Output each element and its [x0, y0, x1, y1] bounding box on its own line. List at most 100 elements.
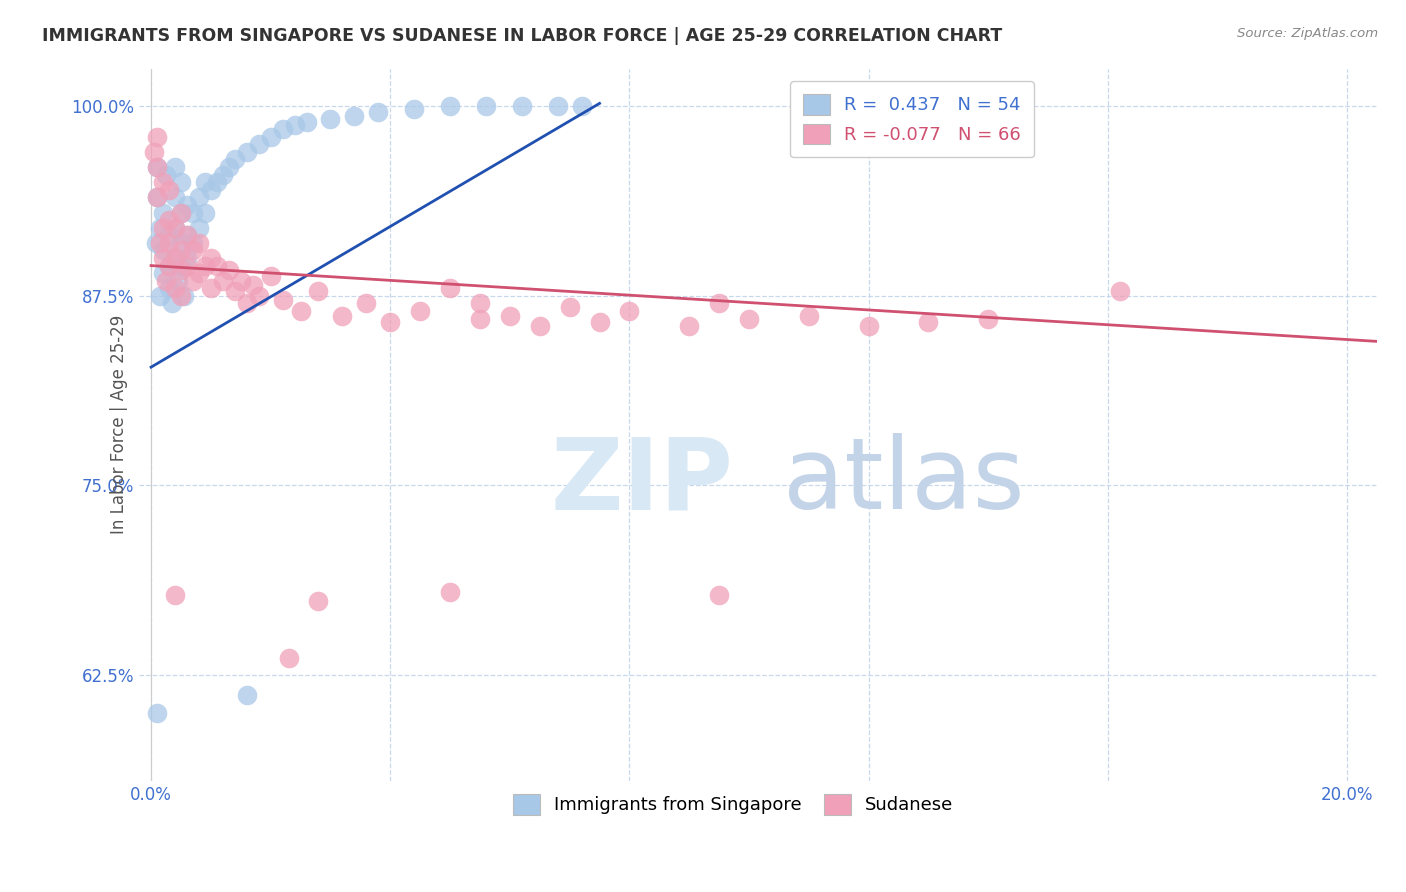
Point — [152, 251, 174, 265]
Point — [380, 315, 402, 329]
Point — [146, 190, 169, 204]
Point — [571, 99, 593, 113]
Point — [678, 319, 700, 334]
Text: atlas: atlas — [783, 434, 1025, 530]
Point — [170, 289, 193, 303]
Point — [170, 263, 193, 277]
Point — [163, 251, 186, 265]
Point — [284, 118, 307, 132]
Point — [176, 198, 198, 212]
Point — [194, 175, 217, 189]
Point — [181, 205, 204, 219]
Point — [707, 296, 730, 310]
Point — [170, 235, 193, 250]
Point — [475, 99, 498, 113]
Point — [152, 244, 174, 258]
Point — [163, 588, 186, 602]
Point — [439, 99, 461, 113]
Point — [738, 311, 761, 326]
Point — [160, 296, 183, 310]
Point — [155, 168, 177, 182]
Point — [218, 263, 240, 277]
Point — [271, 293, 294, 308]
Point — [157, 183, 180, 197]
Point — [224, 153, 246, 167]
Point — [187, 266, 209, 280]
Point — [271, 122, 294, 136]
Point — [247, 137, 270, 152]
Point — [146, 190, 169, 204]
Point — [290, 304, 312, 318]
Point — [308, 593, 330, 607]
Point — [409, 304, 432, 318]
Point — [170, 244, 193, 258]
Point — [235, 688, 257, 702]
Point — [146, 160, 169, 174]
Point — [439, 281, 461, 295]
Point — [152, 220, 174, 235]
Point — [211, 168, 233, 182]
Point — [167, 274, 190, 288]
Point — [163, 251, 186, 265]
Point — [977, 311, 1000, 326]
Point — [468, 296, 491, 310]
Point — [858, 319, 880, 334]
Point — [235, 145, 257, 159]
Point — [797, 309, 820, 323]
Point — [547, 99, 569, 113]
Point — [173, 289, 195, 303]
Point — [152, 205, 174, 219]
Point — [181, 244, 204, 258]
Point — [149, 235, 172, 250]
Point — [499, 309, 522, 323]
Point — [146, 129, 169, 144]
Point — [200, 183, 222, 197]
Point — [218, 160, 240, 174]
Point — [163, 281, 186, 295]
Point — [170, 205, 193, 219]
Point — [157, 228, 180, 243]
Point — [181, 274, 204, 288]
Point — [224, 285, 246, 299]
Point — [308, 285, 330, 299]
Point — [229, 274, 252, 288]
Point — [163, 160, 186, 174]
Point — [170, 205, 193, 219]
Point — [152, 175, 174, 189]
Point — [187, 190, 209, 204]
Point — [510, 99, 533, 113]
Text: Source: ZipAtlas.com: Source: ZipAtlas.com — [1237, 27, 1378, 40]
Point — [146, 706, 169, 720]
Point — [176, 259, 198, 273]
Point — [149, 289, 172, 303]
Point — [176, 251, 198, 265]
Point — [152, 266, 174, 280]
Point — [155, 274, 177, 288]
Point — [260, 129, 283, 144]
Point — [170, 259, 193, 273]
Point — [707, 588, 730, 602]
Point — [181, 235, 204, 250]
Point — [558, 300, 581, 314]
Point — [176, 228, 198, 243]
Point — [149, 220, 172, 235]
Point — [163, 190, 186, 204]
Point — [157, 259, 180, 273]
Point — [260, 269, 283, 284]
Point — [146, 160, 169, 174]
Point — [277, 651, 299, 665]
Point — [205, 175, 228, 189]
Text: ZIP: ZIP — [550, 434, 734, 530]
Text: IMMIGRANTS FROM SINGAPORE VS SUDANESE IN LABOR FORCE | AGE 25-29 CORRELATION CHA: IMMIGRANTS FROM SINGAPORE VS SUDANESE IN… — [42, 27, 1002, 45]
Point — [200, 251, 222, 265]
Point — [917, 315, 939, 329]
Point — [367, 105, 389, 120]
Point — [194, 259, 217, 273]
Point — [619, 304, 641, 318]
Point — [170, 175, 193, 189]
Point — [247, 289, 270, 303]
Point — [529, 319, 551, 334]
Point — [439, 584, 461, 599]
Point — [194, 205, 217, 219]
Point — [468, 311, 491, 326]
